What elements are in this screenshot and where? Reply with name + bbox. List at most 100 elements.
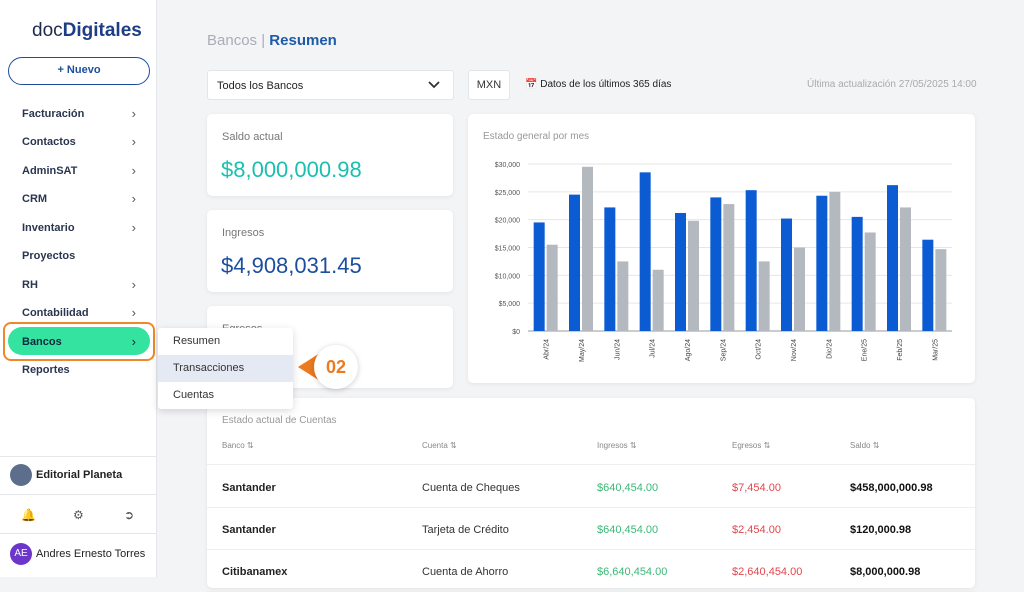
- card: Ingresos $4,908,031.45: [207, 210, 453, 292]
- y-tick-label: $0: [512, 329, 520, 336]
- bar: [887, 185, 898, 331]
- column-header[interactable]: Saldo ⇅: [850, 441, 880, 450]
- notifications-icon[interactable]: 🔔: [21, 508, 36, 522]
- user-name: Andres Ernesto Torres: [36, 548, 146, 560]
- x-tick-label: Dic/24: [826, 339, 833, 359]
- x-tick-label: May/24: [579, 339, 586, 362]
- chart: $0 $5,000 $10,000 $15,000 $20,000 $25,000 $30,…: [495, 162, 952, 362]
- bar: [758, 261, 770, 331]
- logo-prefix: doc: [32, 20, 63, 41]
- bar: [652, 269, 664, 331]
- submenu-item[interactable]: Cuentas: [173, 389, 214, 401]
- nav-label: Bancos: [22, 336, 62, 348]
- logout-icon[interactable]: ➲: [124, 508, 135, 522]
- currency[interactable]: MXN: [468, 70, 510, 100]
- bar: [569, 194, 580, 331]
- highlight-ring: [3, 322, 155, 361]
- cell: $7,454.00: [732, 482, 781, 494]
- bar: [723, 204, 735, 331]
- cell: Santander: [222, 482, 276, 494]
- bar: [781, 218, 792, 331]
- bar: [546, 244, 558, 331]
- last-update: Última actualización 27/05/2025 14:00: [807, 79, 977, 90]
- user[interactable]: AE Andres Ernesto Torres: [10, 543, 146, 566]
- sidebar: docDigitales + Nuevo Facturación › Contac…: [0, 0, 157, 577]
- active-item-bg: [8, 327, 150, 355]
- settings-icon[interactable]: ⚙: [73, 508, 84, 522]
- column-header[interactable]: Egresos ⇅: [732, 441, 771, 450]
- nav-item[interactable]: Facturación ›: [22, 106, 136, 121]
- cell: Santander: [222, 524, 276, 536]
- nav-item[interactable]: RH ›: [22, 277, 136, 292]
- divider: [0, 494, 157, 495]
- nav-label: Contactos: [22, 136, 76, 148]
- nav-label: Reportes: [22, 364, 70, 376]
- nav-item[interactable]: Bancos ›: [22, 334, 136, 349]
- cell: $2,454.00: [732, 524, 781, 536]
- cell: $120,000.98: [850, 524, 912, 536]
- divider: [207, 464, 975, 465]
- avatar: AE: [10, 543, 32, 566]
- submenu-item[interactable]: Resumen: [173, 335, 221, 347]
- bar: [900, 207, 911, 331]
- bar: [688, 220, 699, 331]
- submenu: Resumen Transacciones Cuentas: [158, 328, 293, 409]
- cell: $8,000,000.98: [850, 566, 921, 578]
- bar: [582, 166, 593, 331]
- bar: [794, 247, 805, 331]
- nav-item[interactable]: Contabilidad ›: [22, 305, 136, 320]
- y-tick-label: $30,000: [495, 162, 520, 169]
- y-tick-label: $5,000: [499, 301, 521, 308]
- column-header[interactable]: Banco ⇅: [222, 441, 254, 450]
- x-tick-label: Ene/25: [862, 339, 869, 361]
- x-tick-label: Mar/25: [932, 339, 939, 361]
- divider: [0, 456, 157, 457]
- logo: docDigitales: [32, 20, 142, 42]
- breadcrumb: Bancos | Resumen: [207, 32, 337, 49]
- bank-select[interactable]: Todos los Bancos: [207, 70, 454, 100]
- cell: Cuenta de Ahorro: [422, 566, 509, 578]
- nav-label: Inventario: [22, 222, 75, 234]
- period-label: Datos de los últimos 365 días: [540, 79, 672, 90]
- nav-item[interactable]: Reportes: [22, 364, 140, 376]
- divider: [207, 507, 975, 508]
- nav-item[interactable]: Proyectos: [22, 250, 140, 262]
- bar: [710, 197, 722, 331]
- table-card: Estado actual de Cuentas Banco ⇅ Cuenta ⇅…: [207, 398, 975, 592]
- callout: 02: [314, 345, 358, 389]
- y-tick-label: $10,000: [495, 273, 520, 280]
- x-tick-label: Abr/24: [544, 339, 551, 360]
- nav-item[interactable]: Contactos ›: [22, 134, 136, 149]
- bar: [851, 216, 863, 331]
- period[interactable]: 📅 Datos de los últimos 365 días: [525, 79, 672, 90]
- nav-item[interactable]: AdminSAT ›: [22, 163, 136, 178]
- x-tick-label: Jul/24: [650, 339, 657, 358]
- nav-label: Facturación: [22, 108, 85, 120]
- organization[interactable]: Editorial Planeta: [10, 464, 122, 487]
- bar: [922, 239, 934, 331]
- table-title: Estado actual de Cuentas: [222, 415, 337, 426]
- submenu-item[interactable]: Transacciones: [158, 355, 293, 382]
- cell: $6,640,454.00: [597, 566, 668, 578]
- column-header[interactable]: Ingresos ⇅: [597, 441, 637, 450]
- column-header[interactable]: Cuenta ⇅: [422, 441, 457, 450]
- card-value: $4,908,031.45: [221, 253, 362, 278]
- nav-item[interactable]: CRM ›: [22, 191, 136, 206]
- bar: [745, 190, 757, 331]
- nav-label: CRM: [22, 193, 48, 205]
- x-tick-label: Jun/24: [614, 339, 621, 360]
- logo-suffix: Digitales: [62, 20, 142, 41]
- card-label: Ingresos: [222, 227, 265, 239]
- cell: Citibanamex: [222, 566, 288, 578]
- bar: [675, 212, 686, 331]
- x-tick-label: Nov/24: [791, 339, 798, 361]
- nav-label: Proyectos: [22, 250, 76, 262]
- x-tick-label: Sep/24: [720, 339, 727, 361]
- bar: [639, 172, 651, 331]
- new-button[interactable]: + Nuevo: [8, 57, 150, 85]
- chart-title: Estado general por mes: [483, 131, 590, 142]
- bar: [935, 249, 947, 331]
- card-value: $8,000,000.98: [221, 157, 362, 182]
- nav-item[interactable]: Inventario ›: [22, 220, 136, 235]
- screen: {"sidebar":{"logo":{"prefix":"doc","suff…: [0, 0, 977, 588]
